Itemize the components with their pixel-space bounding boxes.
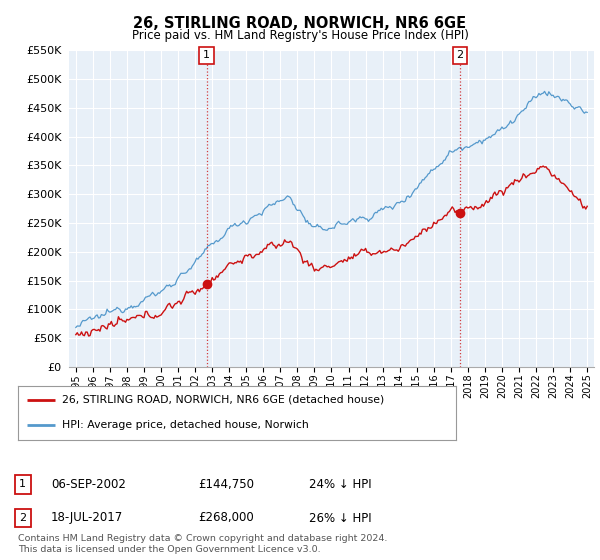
Text: £268,000: £268,000 bbox=[198, 511, 254, 525]
Text: 26, STIRLING ROAD, NORWICH, NR6 6GE: 26, STIRLING ROAD, NORWICH, NR6 6GE bbox=[133, 16, 467, 31]
Text: £144,750: £144,750 bbox=[198, 478, 254, 491]
Text: 1: 1 bbox=[203, 50, 210, 60]
Text: Contains HM Land Registry data © Crown copyright and database right 2024.
This d: Contains HM Land Registry data © Crown c… bbox=[18, 534, 388, 554]
Text: 26% ↓ HPI: 26% ↓ HPI bbox=[309, 511, 371, 525]
Text: 18-JUL-2017: 18-JUL-2017 bbox=[51, 511, 123, 525]
Text: 2: 2 bbox=[19, 513, 26, 523]
Text: HPI: Average price, detached house, Norwich: HPI: Average price, detached house, Norw… bbox=[62, 420, 308, 430]
Text: 2: 2 bbox=[457, 50, 464, 60]
Text: 26, STIRLING ROAD, NORWICH, NR6 6GE (detached house): 26, STIRLING ROAD, NORWICH, NR6 6GE (det… bbox=[62, 395, 384, 405]
Text: 06-SEP-2002: 06-SEP-2002 bbox=[51, 478, 126, 491]
Text: Price paid vs. HM Land Registry's House Price Index (HPI): Price paid vs. HM Land Registry's House … bbox=[131, 29, 469, 42]
Text: 1: 1 bbox=[19, 479, 26, 489]
Text: 24% ↓ HPI: 24% ↓ HPI bbox=[309, 478, 371, 491]
